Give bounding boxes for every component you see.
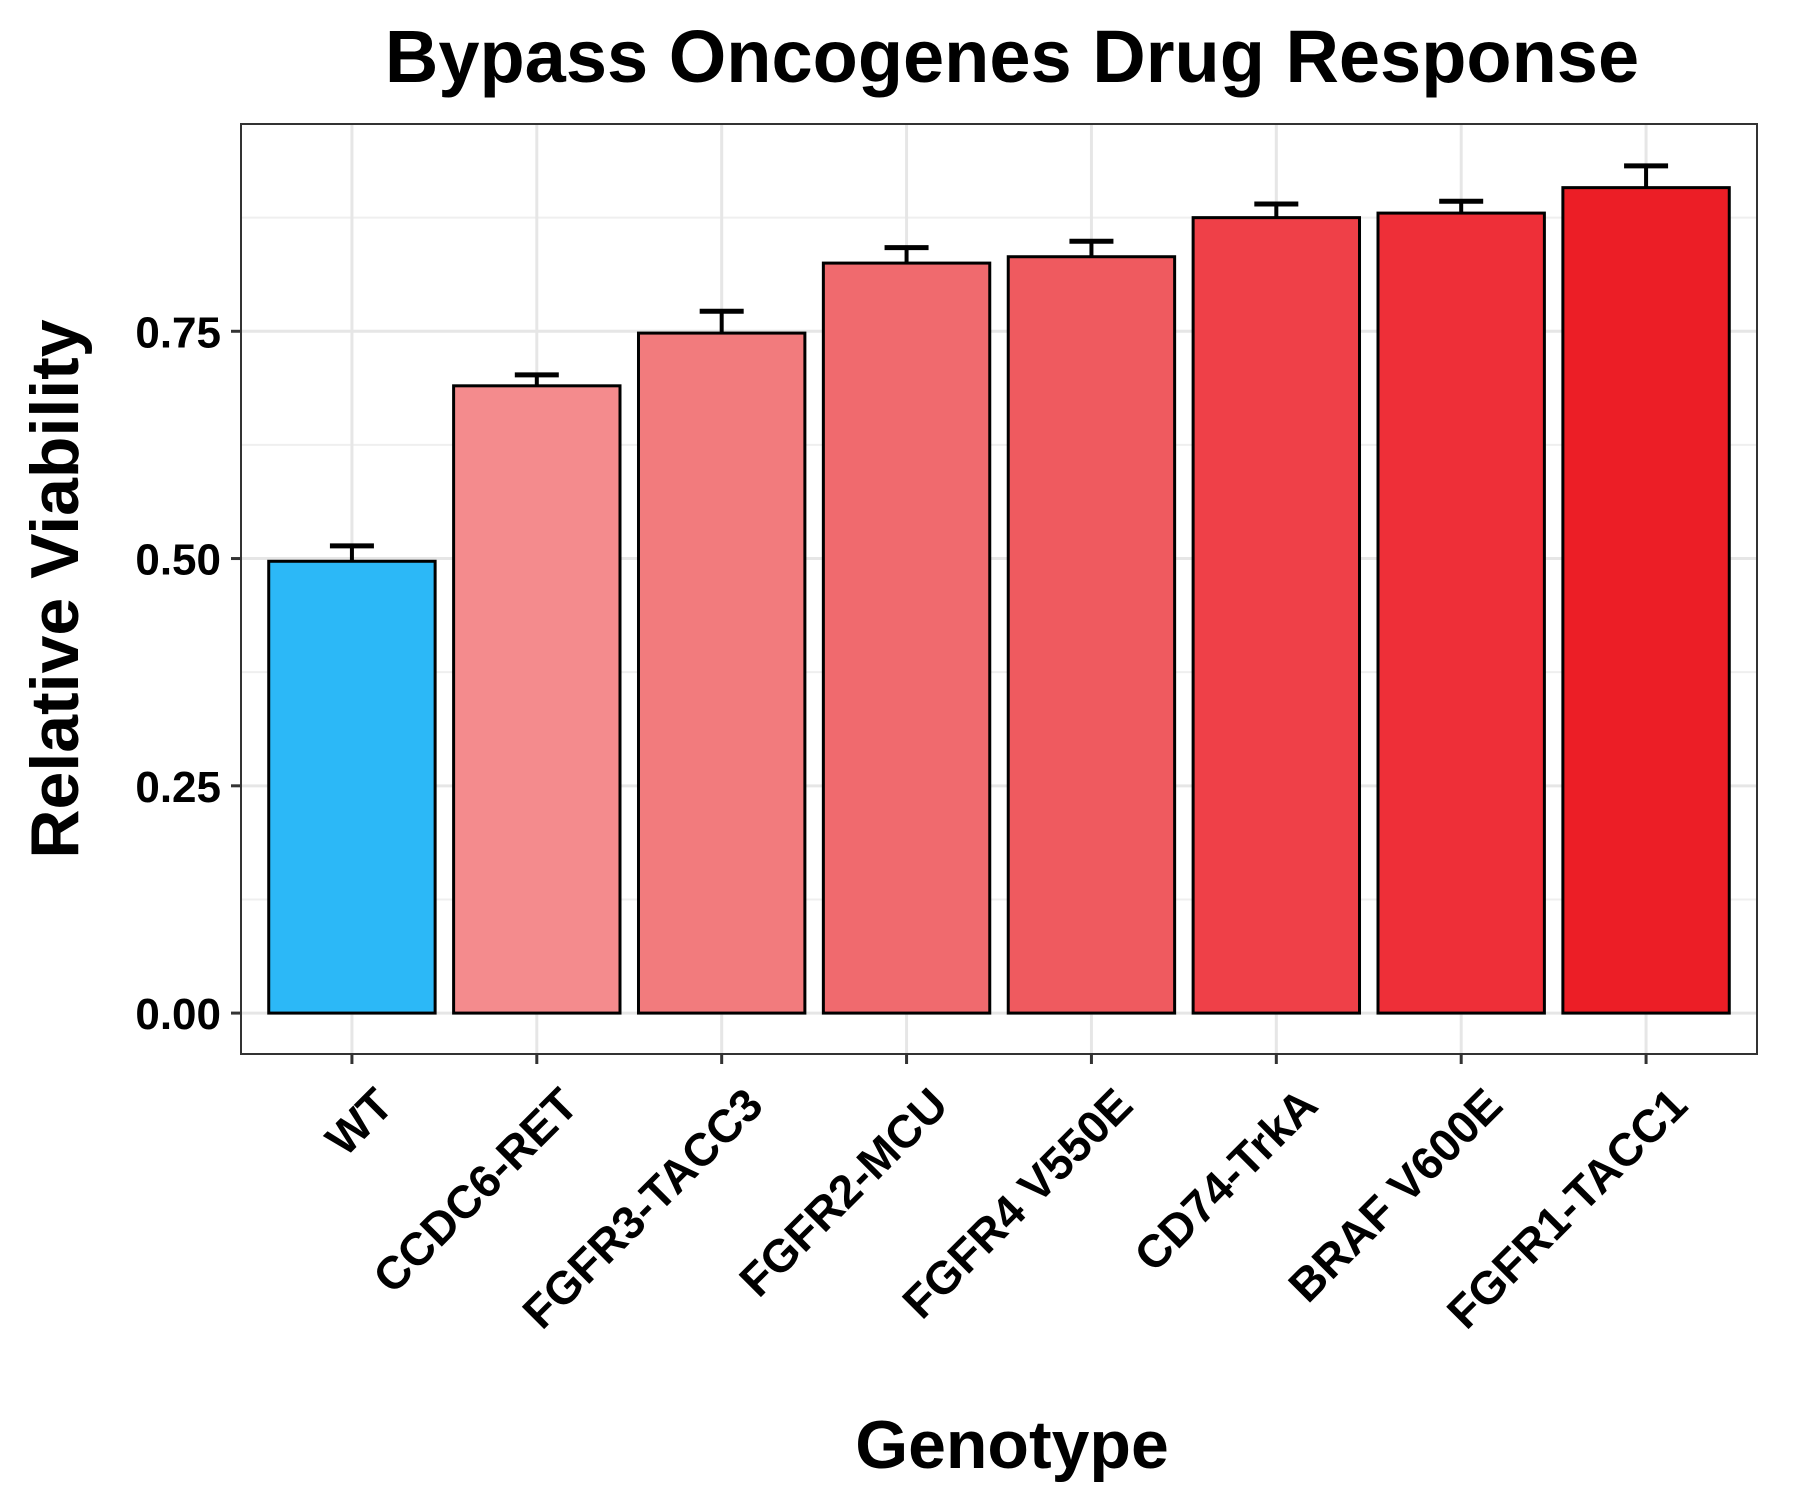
y-tick-label: 0.50 [135,536,221,585]
x-tick-label: CD74-TrkA [1124,1078,1327,1281]
y-tick-label: 0.25 [135,763,221,812]
bar [1006,255,1177,1015]
y-tick-label: 0.00 [135,990,221,1039]
plot-border [240,123,1758,1055]
bar [821,261,992,1015]
bar [636,331,807,1015]
bar [1376,211,1546,1015]
bar [267,559,437,1015]
error-bars [329,163,1669,562]
x-axis-title: Genotype [855,1407,1169,1483]
chart-title: Bypass Oncogenes Drug Response [385,15,1639,98]
bar [452,384,622,1015]
x-tick-label: WT [315,1078,402,1165]
y-axis: 0.00 0.25 0.50 0.75 [135,308,241,1039]
y-tick-label: 0.75 [135,308,221,357]
y-axis-title: Relative Viability [17,319,93,858]
bar [1561,186,1731,1015]
bar [1191,216,1362,1015]
